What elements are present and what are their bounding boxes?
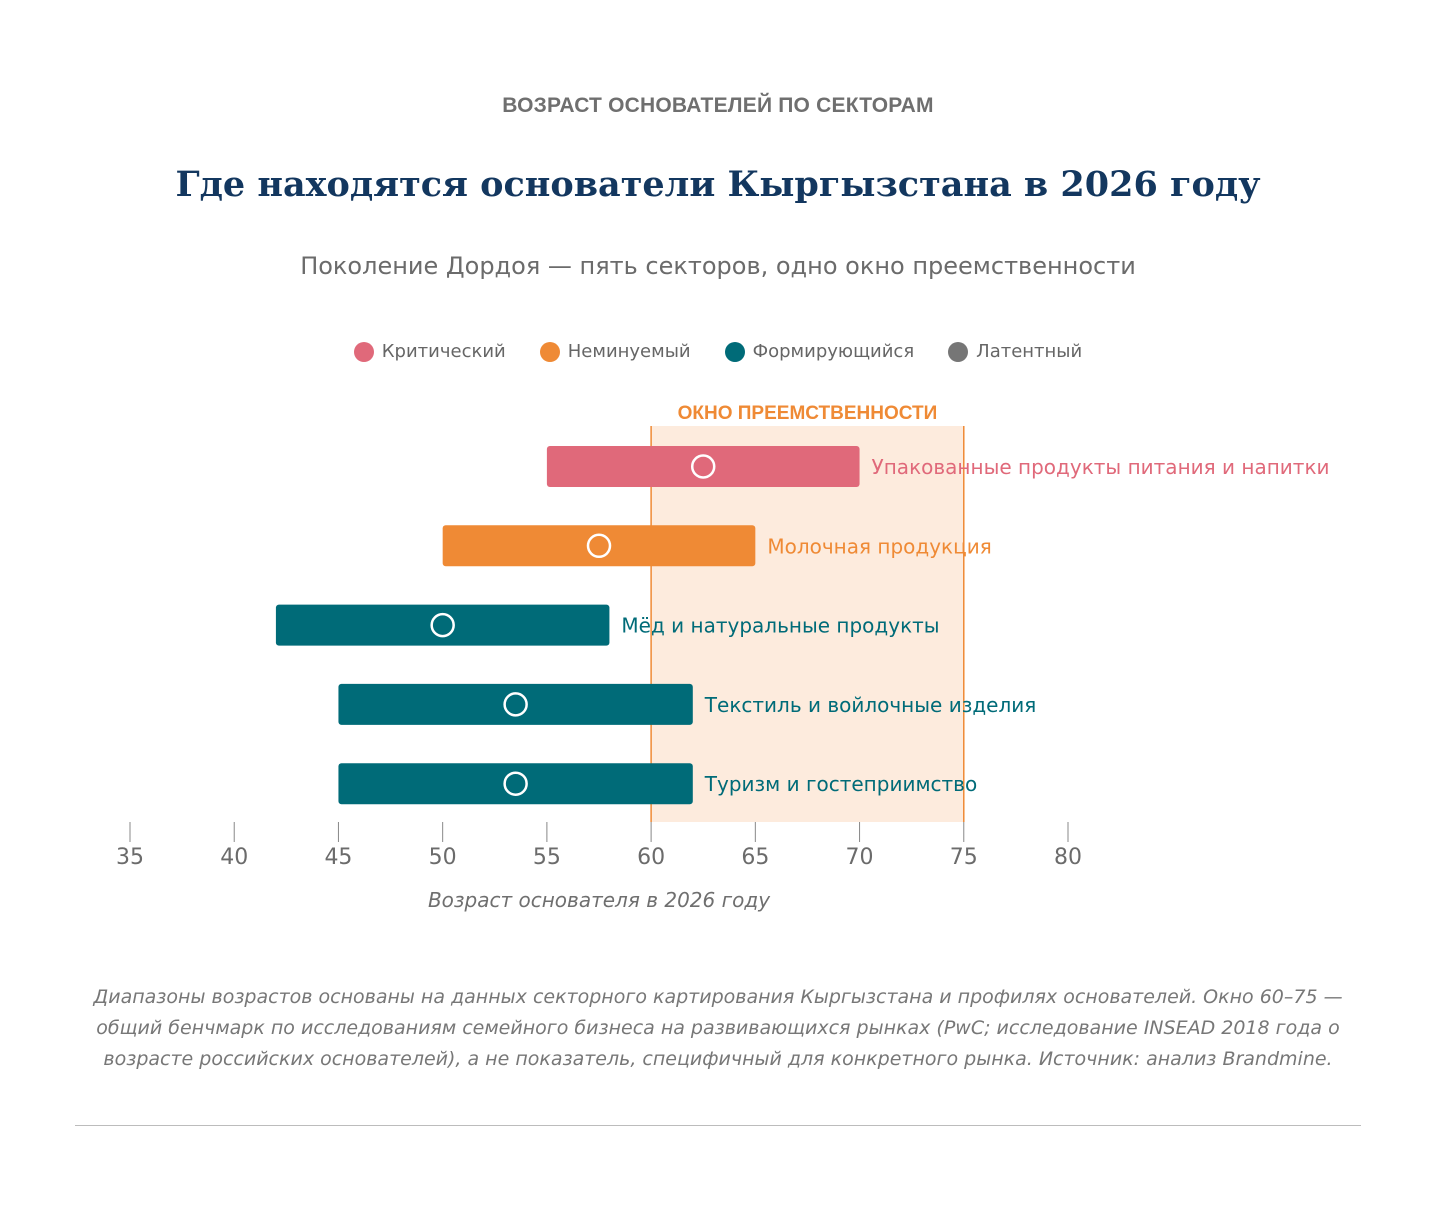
median-marker (503, 692, 528, 717)
bottom-divider (75, 1125, 1361, 1126)
legend-item-critical: Критический (353, 341, 506, 362)
x-tick-label: 65 (741, 845, 769, 870)
x-tick-label: 55 (533, 845, 561, 870)
median-marker (586, 533, 612, 559)
chart-kicker: ВОЗРАСТ ОСНОВАТЕЛЕЙ ПО СЕКТОРАМ (502, 94, 934, 117)
x-tick-label: 40 (220, 845, 248, 870)
legend-item-latent: Латентный (948, 341, 1082, 362)
legend-swatch (724, 341, 745, 362)
legend: Критический Неминуемый Формирующийся Лат… (0, 341, 1436, 362)
sector-bar (338, 683, 693, 725)
legend-swatch (948, 341, 969, 362)
x-tick-label: 70 (846, 845, 874, 870)
succession-window-band (651, 426, 964, 822)
legend-item-imminent: Неминуемый (539, 341, 691, 362)
x-tick-label: 50 (429, 845, 457, 870)
legend-item-emerging: Формирующийся (724, 341, 915, 362)
x-tick-label: 75 (950, 845, 978, 870)
sector-bar (338, 763, 693, 805)
sector-bar (442, 525, 756, 567)
median-marker (690, 454, 716, 479)
legend-label: Формирующийся (752, 341, 915, 362)
x-axis-label: Возраст основателя в 2026 году (428, 888, 771, 912)
chart-subtitle: Поколение Дордоя — пять секторов, одно о… (300, 252, 1136, 280)
x-tick-label: 80 (1054, 845, 1082, 870)
sector-label: Текстиль и войлочные изделия (704, 693, 1037, 717)
sector-label: Упакованные продукты питания и напитки (872, 455, 1330, 479)
legend-label: Неминуемый (567, 341, 691, 362)
sector-bar (546, 446, 860, 487)
x-tick-label: 35 (116, 845, 144, 870)
footnote: Диапазоны возрастов основаны на данных с… (93, 986, 1343, 1070)
x-tick-label: 60 (637, 845, 665, 870)
sector-label: Туризм и гостеприимство (704, 772, 977, 796)
median-marker (503, 771, 528, 796)
legend-swatch (539, 341, 560, 362)
legend-swatch (353, 341, 374, 362)
median-marker (430, 612, 455, 638)
sector-label: Молочная продукция (767, 534, 991, 558)
legend-label: Критический (381, 341, 506, 362)
chart-title: Где находятся основатели Кыргызстана в 2… (175, 164, 1261, 205)
legend-label: Латентный (976, 341, 1083, 362)
sector-label: Мёд и натуральные продукты (621, 614, 939, 638)
x-tick-label: 45 (324, 845, 352, 870)
sector-bar (275, 604, 610, 646)
succession-window-label: ОКНО ПРЕЕМСТВЕННОСТИ (678, 403, 938, 424)
